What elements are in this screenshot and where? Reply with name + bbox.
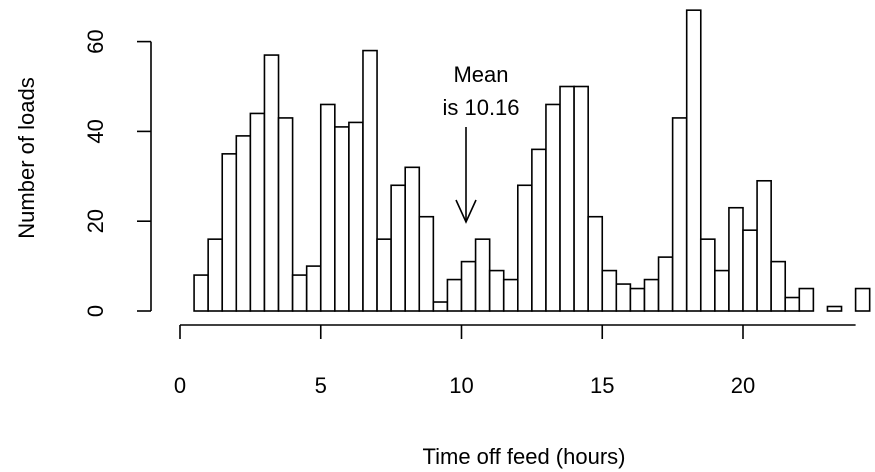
histogram-bar	[798, 287, 815, 312]
y-tick-label: 60	[83, 29, 108, 53]
x-tick-label: 20	[731, 373, 755, 398]
mean-arrow-head	[455, 199, 477, 224]
y-axis-title: Number of loads	[14, 77, 39, 238]
x-tick-label: 10	[449, 373, 473, 398]
histogram-bar	[587, 215, 604, 312]
y-tick-label: 0	[83, 305, 108, 317]
histogram-bar	[826, 305, 843, 312]
histogram-bar	[235, 135, 252, 312]
histogram-bar	[277, 117, 294, 312]
mean-annotation-line1: Mean	[453, 62, 508, 87]
histogram-bar	[488, 269, 505, 312]
histogram-bar	[685, 9, 702, 312]
x-tick-label: 0	[174, 373, 186, 398]
y-tick-label: 40	[83, 119, 108, 143]
histogram-bar	[671, 117, 688, 312]
x-axis-title: Time off feed (hours)	[423, 444, 626, 469]
x-tick-label: 5	[315, 373, 327, 398]
histogram-bar	[516, 184, 533, 312]
histogram-bar	[714, 269, 730, 312]
y-tick-label: 20	[83, 209, 108, 233]
histogram-bar	[531, 148, 547, 312]
histogram-bar	[263, 54, 280, 312]
histogram-bar	[376, 238, 392, 312]
histogram-bar	[460, 260, 477, 312]
histogram-bar	[699, 238, 716, 312]
histogram-bar	[854, 287, 871, 312]
histogram-bar	[756, 179, 772, 312]
histogram-bar	[545, 103, 561, 312]
histogram-bar	[502, 278, 519, 312]
histogram-bar	[474, 238, 491, 312]
histogram-bar	[207, 238, 224, 312]
histogram-bar	[615, 283, 632, 312]
y-axis-ticks: 0 20 40 60	[83, 29, 151, 317]
histogram-bar	[742, 229, 758, 312]
histogram-bar	[291, 274, 308, 312]
x-tick-label: 15	[590, 373, 614, 398]
histogram-bar	[404, 166, 421, 312]
histogram-bar	[418, 215, 435, 312]
histogram-bar	[319, 103, 336, 312]
histogram-bar	[643, 278, 660, 312]
histogram-bar	[432, 301, 449, 312]
histogram-bar	[559, 85, 575, 312]
histogram-bar	[728, 206, 744, 312]
histogram-bar	[784, 296, 801, 312]
mean-arrow	[455, 127, 477, 224]
histogram-bar	[249, 112, 266, 312]
histogram-bar	[362, 49, 378, 312]
histogram-bar	[221, 153, 238, 312]
mean-annotation-line2: is 10.16	[442, 95, 519, 120]
bars-group	[193, 9, 871, 312]
histogram-bar	[601, 269, 618, 312]
histogram-bar	[657, 256, 674, 312]
histogram-bar	[629, 287, 646, 312]
histogram-bar	[334, 126, 350, 312]
histogram-bar	[305, 265, 322, 312]
histogram-bar	[446, 278, 463, 312]
x-axis-ticks: 0 5 10 15 20	[174, 325, 755, 398]
histogram-bar	[348, 121, 364, 312]
histogram-bar	[193, 274, 209, 312]
histogram-bar	[770, 260, 787, 312]
histogram-bar	[573, 85, 589, 312]
histogram-bar	[390, 184, 406, 312]
